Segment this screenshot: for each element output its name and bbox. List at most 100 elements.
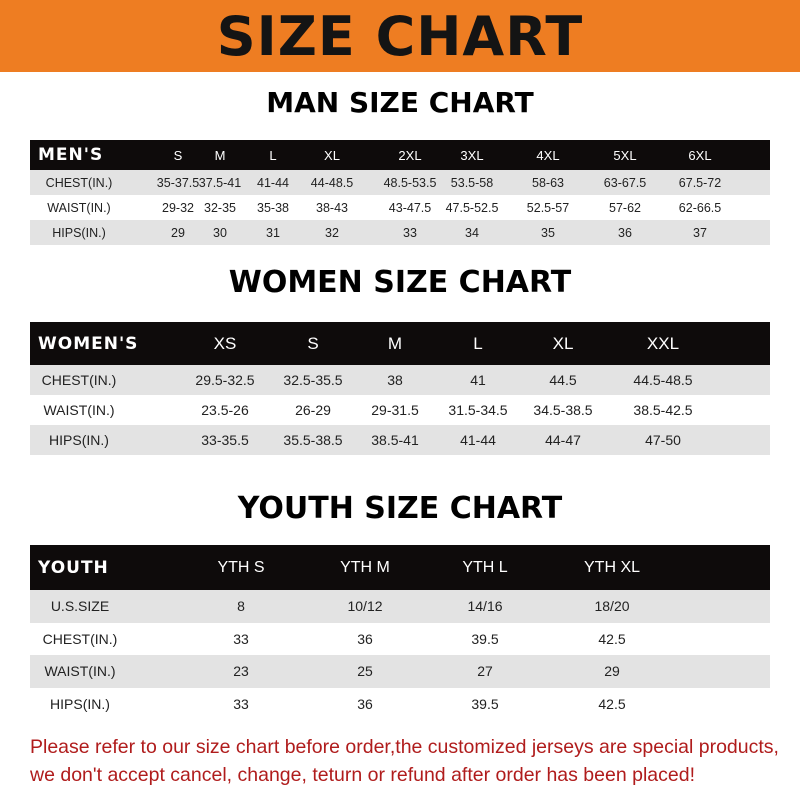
row-label: WAIST(IN.) — [43, 402, 115, 418]
table-cell: 23 — [233, 663, 249, 680]
table-cell: 26-29 — [295, 402, 331, 418]
table-cell: 43-47.5 — [388, 200, 432, 215]
table-row: CHEST(IN.) 29.5-32.5 32.5-35.5 38 41 44.5 44.5… — [30, 365, 770, 395]
table-cell: 32.5-35.5 — [283, 372, 343, 388]
table-cell: 58-63 — [532, 175, 564, 190]
table-cell: 41-44 — [257, 175, 289, 190]
table-cell: XL — [324, 147, 340, 163]
table-cell: 37.5-41 — [198, 175, 242, 190]
table-cell: 27 — [477, 663, 493, 680]
table-cell: 42.5 — [598, 630, 626, 647]
table-cell: 44.5 — [549, 372, 577, 388]
table-cell: 67.5-72 — [678, 175, 722, 190]
row-label: CHEST(IN.) — [45, 175, 113, 190]
table-cell: 63-67.5 — [603, 175, 647, 190]
table-cell: YTH S — [217, 558, 265, 576]
table-cell: L — [473, 333, 483, 353]
table-cell: 29.5-32.5 — [195, 372, 255, 388]
table-cell: 5XL — [613, 147, 637, 163]
table-cell: 30 — [213, 225, 227, 240]
table-cell: 44-47 — [545, 432, 581, 448]
table-cell: 33 — [233, 630, 249, 647]
table-cell: 31.5-34.5 — [448, 402, 508, 418]
table-cell: 41 — [470, 372, 486, 388]
table-cell: 6XL — [688, 147, 712, 163]
table-cell: S — [173, 147, 183, 163]
table-cell: 8 — [237, 598, 245, 615]
women-title: WOMEN SIZE CHART — [228, 265, 572, 300]
table-cell: 34.5-38.5 — [533, 402, 593, 418]
table-cell: 25 — [357, 663, 373, 680]
table-cell: S — [307, 333, 319, 353]
table-row: HIPS(IN.) 33 36 39.5 42.5 — [30, 687, 770, 720]
table-cell: 29-31.5 — [371, 402, 419, 418]
table-cell: 32-35 — [204, 200, 236, 215]
table-row: WAIST(IN.) 23.5-26 26-29 29-31.5 31.5-34.5 34… — [30, 395, 770, 425]
table-cell: 44-48.5 — [310, 175, 354, 190]
table-cell: 33-35.5 — [201, 432, 249, 448]
table-cell: 35-38 — [257, 200, 289, 215]
table-cell: 36 — [618, 225, 632, 240]
table-row: WAIST(IN.) 29-32 32-35 35-38 38-43 43-47.5 47.… — [30, 195, 770, 220]
table-cell: 34 — [465, 225, 479, 240]
table-row: HIPS(IN.) 29 30 31 32 33 34 35 36 37 — [30, 220, 770, 245]
row-label: HIPS(IN.) — [52, 225, 106, 240]
table-cell: 39.5 — [471, 695, 499, 712]
table-cell: 10/12 — [347, 598, 383, 615]
row-label: WOMEN'S — [38, 333, 139, 354]
row-label: WAIST(IN.) — [47, 200, 111, 215]
table-cell: 31 — [266, 225, 280, 240]
notice-line: Please refer to our size chart before or… — [30, 736, 779, 758]
title-banner: SIZE CHART — [0, 0, 800, 72]
youth-size-table: YOUTH YTH S YTH M YTH L YTH XL U.S.SIZE 8 10/12… — [30, 545, 770, 720]
table-cell: 3XL — [460, 147, 484, 163]
table-cell: 44.5-48.5 — [633, 372, 693, 388]
row-label: YOUTH — [38, 557, 109, 578]
table-cell: 57-62 — [609, 200, 641, 215]
table-cell: 38.5-42.5 — [633, 402, 693, 418]
row-label: CHEST(IN.) — [42, 630, 118, 647]
table-row: WAIST(IN.) 23 25 27 29 — [30, 655, 770, 688]
table-cell: 18/20 — [594, 598, 630, 615]
table-row: U.S.SIZE 8 10/12 14/16 18/20 — [30, 590, 770, 623]
page-title: SIZE CHART — [216, 4, 584, 68]
table-cell: 41-44 — [460, 432, 496, 448]
table-cell: 23.5-26 — [201, 402, 249, 418]
table-cell: 29 — [171, 225, 185, 240]
table-cell: M — [387, 333, 403, 353]
women-size-table: WOMEN'S XS S M L XL XXL CHEST(IN.) 29.5-32.5 32.5… — [30, 322, 770, 455]
table-cell: 53.5-58 — [450, 175, 494, 190]
table-cell: 52.5-57 — [526, 200, 570, 215]
table-cell: 36 — [357, 695, 373, 712]
table-cell: 42.5 — [598, 695, 626, 712]
table-cell: 62-66.5 — [678, 200, 722, 215]
table-cell: 48.5-53.5 — [383, 175, 437, 190]
table-cell: 29-32 — [162, 200, 194, 215]
table-row: CHEST(IN.) 35-37.5 37.5-41 41-44 44-48.5 48.5… — [30, 170, 770, 195]
table-row: HIPS(IN.) 33-35.5 35.5-38.5 38.5-41 41-44 44-… — [30, 425, 770, 455]
table-cell: YTH L — [462, 558, 508, 576]
table-row: CHEST(IN.) 33 36 39.5 42.5 — [30, 622, 770, 655]
row-label: CHEST(IN.) — [41, 372, 117, 388]
men-title: MAN SIZE CHART — [266, 86, 534, 119]
table-cell: 33 — [233, 695, 249, 712]
table-cell: 38.5-41 — [371, 432, 419, 448]
table-cell: 35-37.5 — [156, 175, 200, 190]
row-label: U.S.SIZE — [50, 598, 110, 615]
table-cell: 35.5-38.5 — [283, 432, 343, 448]
table-header-row: WOMEN'S XS S M L XL XXL — [30, 322, 770, 365]
row-label: MEN'S — [38, 145, 104, 165]
table-cell: 4XL — [536, 147, 560, 163]
table-cell: XL — [552, 333, 574, 353]
table-cell: 14/16 — [467, 598, 503, 615]
table-cell: 47.5-52.5 — [445, 200, 499, 215]
table-cell: 36 — [357, 630, 373, 647]
table-cell: L — [269, 147, 277, 163]
table-cell: 37 — [693, 225, 707, 240]
table-cell: 32 — [325, 225, 339, 240]
youth-title: YOUTH SIZE CHART — [237, 491, 563, 526]
table-cell: YTH XL — [583, 558, 641, 576]
table-header-row: MEN'S S M L XL 2XL 3XL 4XL 5XL 6XL — [30, 140, 770, 170]
men-size-table: MEN'S S M L XL 2XL 3XL 4XL 5XL 6XL CHEST(IN.) 35-37… — [30, 140, 770, 245]
table-cell: M — [214, 147, 226, 163]
